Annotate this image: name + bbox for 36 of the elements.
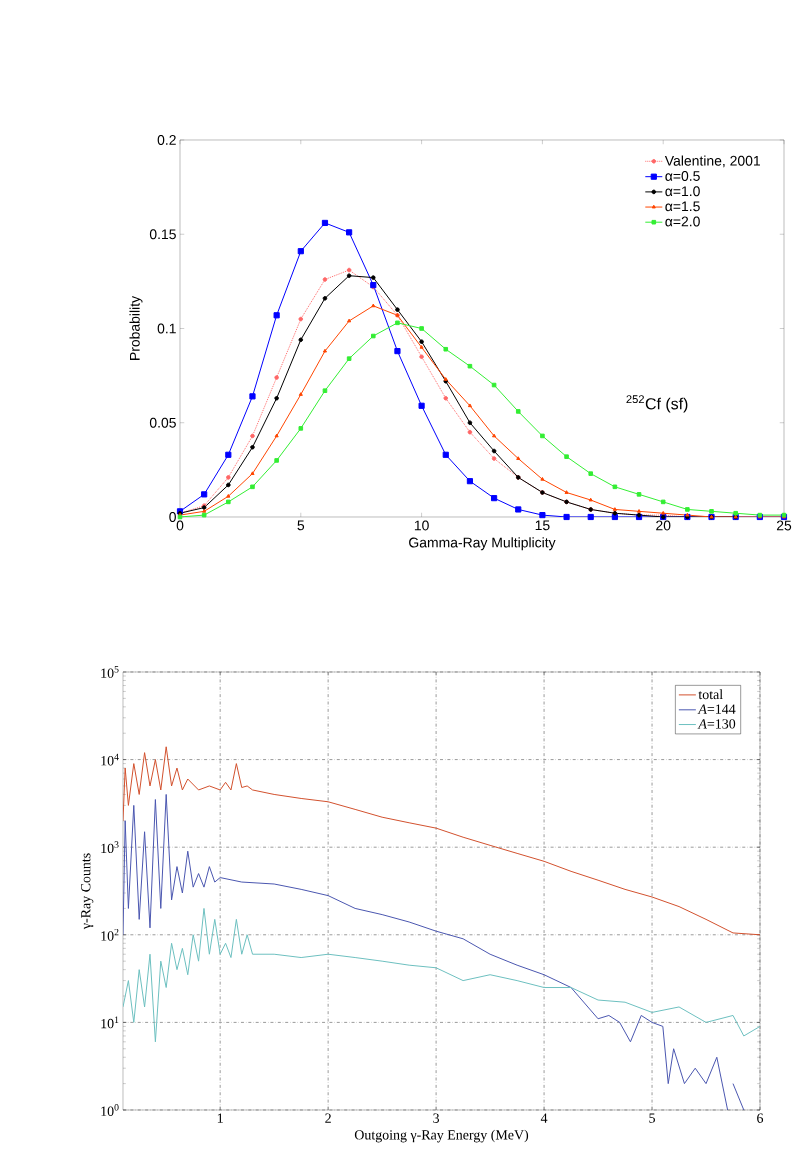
x-tick-label: 4	[540, 1113, 548, 1123]
x-tick-label: 5	[649, 1113, 655, 1123]
legend-label: total	[698, 689, 723, 700]
x-tick-label: 2	[325, 1113, 331, 1123]
x-tick-label: 0	[176, 520, 184, 531]
legend-label: α=2.0	[665, 216, 700, 227]
x-tick-label: 15	[535, 520, 550, 531]
x-tick-label: 10	[414, 520, 429, 531]
x-tick-label: 3	[433, 1113, 440, 1123]
y-tick-label: 10$^{5}$	[101, 666, 119, 678]
x-tick-label: 1	[217, 1113, 223, 1123]
y-axis-title: γ-Ray Counts	[81, 853, 94, 930]
y-tick-label: 10$^{0}$	[101, 1104, 119, 1116]
y-axis-title: Probability	[129, 295, 143, 360]
y-tick-label: 10$^{2}$	[101, 928, 119, 941]
legend-label: α=0.5	[665, 171, 700, 181]
y-tick-label: 10$^{3}$	[101, 841, 119, 854]
x-tick-label: 5	[297, 520, 305, 531]
y-tick-label: 0.1	[157, 323, 176, 334]
y-tick-label: 0.05	[149, 417, 176, 428]
x-tick-label: 6	[757, 1113, 764, 1123]
legend-label: α=1.0	[665, 186, 700, 197]
x-axis-title: Gamma-Ray Multiplicity	[409, 537, 556, 551]
y-tick-label: 0	[169, 512, 176, 522]
legend-label: Valentine, 2001	[664, 155, 760, 168]
annotation: $^{252}$Cf (sf)	[626, 395, 688, 413]
legend-label: A=144	[697, 704, 736, 714]
legend-label: A=130	[697, 719, 736, 729]
x-axis-title: Outgoing γ-Ray Energy (MeV)	[354, 1129, 529, 1143]
x-tick-label: 20	[656, 520, 671, 531]
y-tick-label: 10$^{4}$	[101, 753, 119, 766]
y-tick-label: 0.15	[149, 229, 176, 240]
x-tick-label: 25	[776, 520, 792, 531]
y-tick-label: 10$^{1}$	[101, 1016, 119, 1029]
y-tick-label: 0.2	[157, 135, 176, 145]
legend-label: α=1.5	[665, 201, 700, 212]
